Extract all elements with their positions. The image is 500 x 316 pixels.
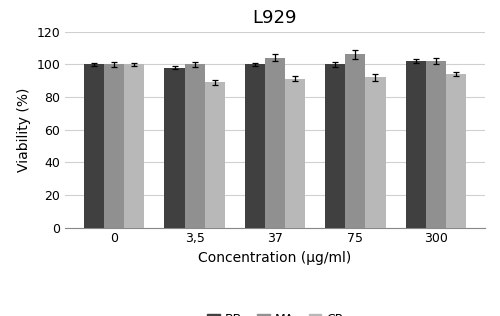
Bar (265, 58, 285, 228)
Bar (446, 74, 466, 228)
Bar (325, 64, 345, 228)
Legend: BB, MA, CP: BB, MA, CP (202, 308, 348, 316)
X-axis label: Concentration (µg/ml): Concentration (µg/ml) (198, 251, 352, 265)
Bar (204, 82, 225, 228)
Bar (346, 54, 366, 228)
Bar (285, 79, 305, 228)
Bar (164, 68, 184, 228)
Bar (124, 64, 144, 228)
Title: L929: L929 (253, 9, 297, 27)
Bar (184, 64, 204, 228)
Bar (84, 64, 104, 228)
Y-axis label: Viability (%): Viability (%) (16, 87, 30, 172)
Bar (245, 64, 265, 228)
Bar (406, 61, 425, 228)
Bar (104, 64, 124, 228)
Bar (366, 77, 386, 228)
Bar (426, 61, 446, 228)
